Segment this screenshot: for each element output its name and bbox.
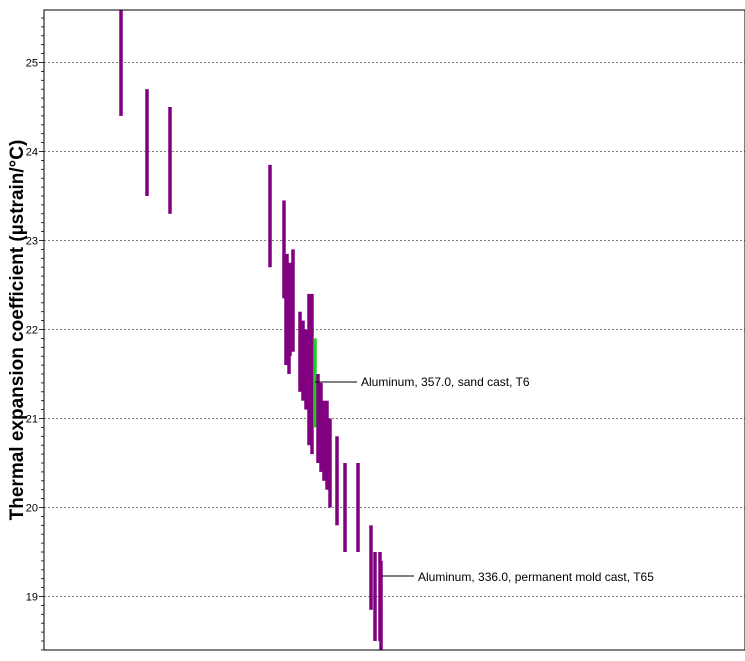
y-axis-ticks: 19 20 21 22 23 24 25 <box>26 17 44 651</box>
range-bar[interactable] <box>284 276 288 366</box>
range-bar[interactable] <box>301 320 305 401</box>
range-bar[interactable] <box>310 293 314 455</box>
y-tick-label-22: 22 <box>26 325 38 337</box>
range-bar[interactable] <box>322 400 326 481</box>
range-bar[interactable] <box>168 107 172 214</box>
range-bar[interactable] <box>287 285 291 374</box>
range-bar[interactable] <box>335 436 339 526</box>
range-bar[interactable] <box>291 249 295 352</box>
y-tick-label-20: 20 <box>26 503 38 515</box>
y-tick-label-23: 23 <box>26 236 38 248</box>
range-bar[interactable] <box>298 311 302 392</box>
range-bar[interactable] <box>325 400 329 490</box>
range-bar[interactable] <box>379 560 383 650</box>
annotation-label: Aluminum, 336.0, permanent mold cast, T6… <box>418 570 654 584</box>
y-tick-label-24: 24 <box>26 147 38 159</box>
range-bar[interactable] <box>304 329 308 410</box>
range-bar[interactable] <box>373 552 377 641</box>
y-axis-title: Thermal expansion coefficient (µstrain/°… <box>7 140 28 521</box>
bars <box>119 10 383 650</box>
range-bar[interactable] <box>343 463 347 552</box>
range-bar[interactable] <box>319 382 323 472</box>
y-tick-label-21: 21 <box>26 414 38 426</box>
range-bar[interactable] <box>119 10 123 116</box>
plot-frame <box>43 9 745 651</box>
range-bar[interactable] <box>282 200 286 299</box>
range-bar[interactable] <box>145 89 149 196</box>
range-bar[interactable] <box>316 374 320 463</box>
annotations: Aluminum, 357.0, sand cast, T6 Aluminum, … <box>315 375 654 584</box>
range-bar[interactable] <box>268 164 272 268</box>
grid <box>44 62 745 597</box>
range-bar[interactable] <box>369 525 373 610</box>
annotation-label: Aluminum, 357.0, sand cast, T6 <box>361 375 530 389</box>
range-bar[interactable] <box>356 463 360 552</box>
range-bar[interactable] <box>313 338 317 428</box>
y-tick-label-19: 19 <box>26 592 38 604</box>
y-tick-label-25: 25 <box>26 58 38 70</box>
range-bar[interactable] <box>328 418 332 508</box>
range-bar[interactable] <box>307 293 311 446</box>
